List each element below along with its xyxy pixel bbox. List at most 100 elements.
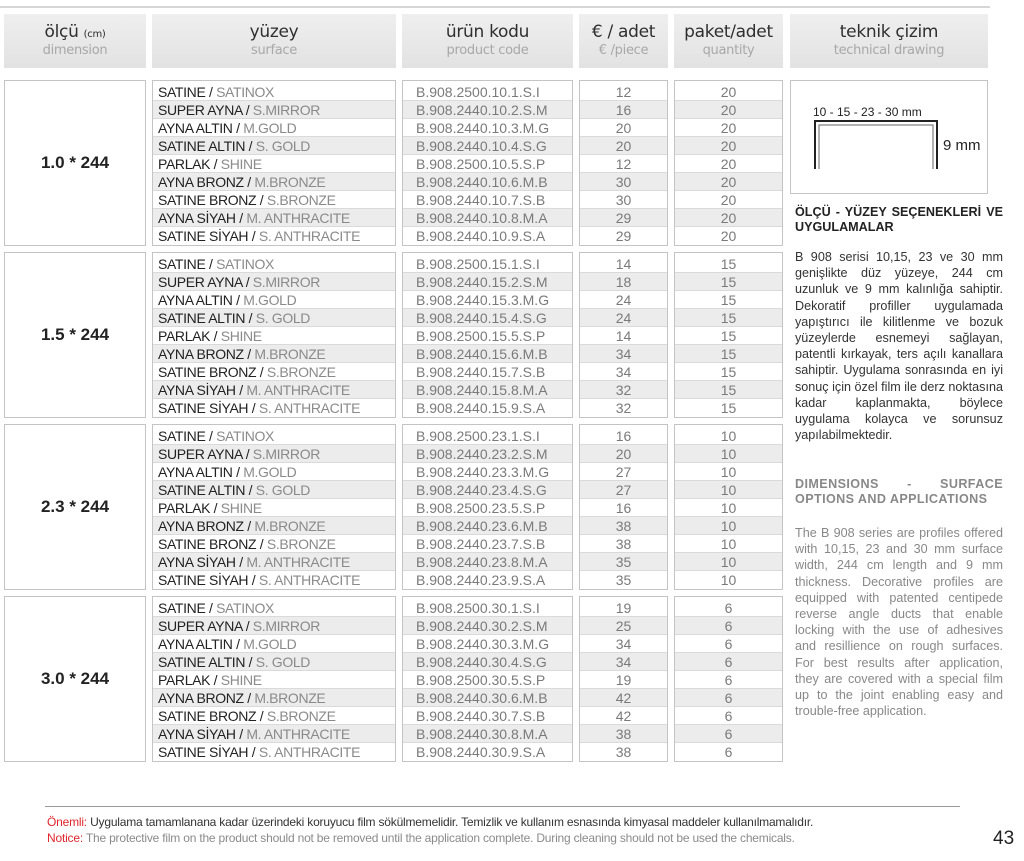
description-en-body: The B 908 series are profiles offered wi… <box>795 526 1003 719</box>
price-column: 12 16 20 20 12 30 30 29 29 <box>579 80 668 246</box>
surface-separator: / <box>243 690 255 706</box>
surface-column: SATINE / SATINOX SUPER AYNA / S.MIRROR AYN… <box>152 80 396 246</box>
product-code: B.908.2500.15.1.S.I <box>403 255 572 273</box>
surface-separator: / <box>210 672 221 688</box>
drawing-height-label: 9 mm <box>943 137 981 154</box>
product-code: B.908.2500.30.1.S.I <box>403 599 572 617</box>
surface-name-tr: AYNA BRONZ <box>158 518 244 534</box>
surface-name-en: S. ANTHRACITE <box>258 744 361 760</box>
table-row: SATINE SİYAH / S. ANTHRACITE <box>153 743 395 761</box>
surface-name-en: SATINOX <box>216 84 275 100</box>
package-quantity: 10 <box>675 499 782 517</box>
code-column: B.908.2500.30.1.S.I B.908.2440.30.2.S.M B.… <box>402 596 573 762</box>
package-quantity: 6 <box>724 744 733 760</box>
price: 35 <box>615 572 632 588</box>
price: 19 <box>580 599 667 617</box>
surface-name-en: SHINE <box>220 500 262 516</box>
product-code: B.908.2440.23.8.M.A <box>403 553 572 571</box>
package-quantity: 10 <box>675 427 782 445</box>
surface-name-tr: SUPER AYNA <box>158 274 243 290</box>
header-code: ürün kodu product code <box>402 14 573 68</box>
price: 24 <box>580 309 667 327</box>
package-quantity: 6 <box>675 635 782 653</box>
drawing-width-label: 10 - 15 - 23 - 30 mm <box>813 105 922 119</box>
surface-name-en: S.BRONZE <box>266 536 336 552</box>
table-row: AYNA BRONZ / M.BRONZE <box>153 345 395 363</box>
surface-name-tr: AYNA ALTIN <box>158 120 233 136</box>
product-code: B.908.2440.30.3.M.G <box>403 635 572 653</box>
header-dimension-subtitle: dimension <box>42 43 108 58</box>
surface-separator: / <box>256 536 267 552</box>
price: 14 <box>580 327 667 345</box>
price: 35 <box>580 553 667 571</box>
surface-separator: / <box>243 174 255 190</box>
price: 16 <box>580 499 667 517</box>
price: 34 <box>580 653 667 671</box>
header-quantity-title: paket/adet <box>684 22 773 42</box>
price: 27 <box>580 481 667 499</box>
table-row: SUPER AYNA / S.MIRROR <box>153 101 395 119</box>
dimension-cell: 1.0 * 244 <box>4 80 146 246</box>
package-quantity: 15 <box>675 345 782 363</box>
product-code: B.908.2440.23.7.S.B <box>403 535 572 553</box>
package-quantity: 20 <box>675 191 782 209</box>
table-row: AYNA SİYAH / M. ANTHRACITE <box>153 553 395 571</box>
package-quantity: 20 <box>675 173 782 191</box>
page-number: 43 <box>993 828 1015 849</box>
price: 38 <box>580 535 667 553</box>
surface-name-en: M.BRONZE <box>254 346 326 362</box>
surface-separator: / <box>235 382 247 398</box>
price: 38 <box>580 517 667 535</box>
product-code: B.908.2440.30.2.S.M <box>403 617 572 635</box>
table-row: SATINE / SATINOX <box>153 83 395 101</box>
surface-name-tr: SATINE ALTIN <box>158 654 246 670</box>
surface-separator: / <box>245 310 256 326</box>
surface-name-tr: PARLAK <box>158 328 211 344</box>
surface-name-en: S.BRONZE <box>266 192 336 208</box>
product-code: B.908.2440.30.6.M.B <box>403 689 572 707</box>
table-row: SATINE ALTIN / S. GOLD <box>153 653 395 671</box>
surface-separator: / <box>248 400 259 416</box>
price: 20 <box>580 119 667 137</box>
surface-name-en: S.MIRROR <box>252 446 321 462</box>
table-row: AYNA ALTIN / M.GOLD <box>153 635 395 653</box>
product-code: B.908.2440.23.9.S.A <box>416 572 546 588</box>
price-column: 16 20 27 27 16 38 38 35 35 <box>579 424 668 590</box>
surface-name-en: S.MIRROR <box>252 618 321 634</box>
surface-separator: / <box>256 192 267 208</box>
surface-name-tr: AYNA ALTIN <box>158 464 233 480</box>
surface-column: SATINE / SATINOX SUPER AYNA / S.MIRROR AYN… <box>152 596 396 762</box>
product-code: B.908.2440.30.8.M.A <box>403 725 572 743</box>
price: 12 <box>580 83 667 101</box>
product-code: B.908.2440.15.3.M.G <box>403 291 572 309</box>
surface-name-en: S. GOLD <box>255 310 311 326</box>
surface-name-tr: SATINE SİYAH <box>158 744 249 760</box>
surface-name-tr: SATINE BRONZ <box>158 536 257 552</box>
product-code: B.908.2440.30.4.S.G <box>403 653 572 671</box>
product-code: B.908.2500.23.1.S.I <box>403 427 572 445</box>
surface-column: SATINE / SATINOX SUPER AYNA / S.MIRROR AYN… <box>152 252 396 418</box>
price: 18 <box>580 273 667 291</box>
surface-name-tr: SATINE ALTIN <box>158 482 246 498</box>
surface-name-tr: SATINE SİYAH <box>158 228 249 244</box>
surface-name-tr: SATINE ALTIN <box>158 310 246 326</box>
surface-name-en: M. ANTHRACITE <box>246 210 350 226</box>
header-quantity-subtitle: quantity <box>702 43 755 58</box>
surface-name-en: S. ANTHRACITE <box>258 572 361 588</box>
package-quantity: 10 <box>675 517 782 535</box>
table-row: AYNA BRONZ / M.BRONZE <box>153 517 395 535</box>
price: 20 <box>580 445 667 463</box>
surface-name-en: SHINE <box>220 156 262 172</box>
price: 16 <box>580 427 667 445</box>
surface-name-en: SHINE <box>220 328 262 344</box>
surface-name-en: S. GOLD <box>255 138 311 154</box>
surface-separator: / <box>235 554 247 570</box>
product-code: B.908.2440.15.6.M.B <box>403 345 572 363</box>
description-tr: ÖLÇÜ - YÜZEY SEÇENEKLERİ VE UYGULAMALAR … <box>795 205 1003 443</box>
surface-name-en: SATINOX <box>216 256 275 272</box>
surface-name-en: M.GOLD <box>243 292 297 308</box>
description-en-title: DIMENSIONS - SURFACE OPTIONS AND APPLICA… <box>795 477 1003 506</box>
surface-name-tr: SATINE BRONZ <box>158 192 257 208</box>
surface-separator: / <box>256 364 267 380</box>
surface-separator: / <box>242 446 253 462</box>
